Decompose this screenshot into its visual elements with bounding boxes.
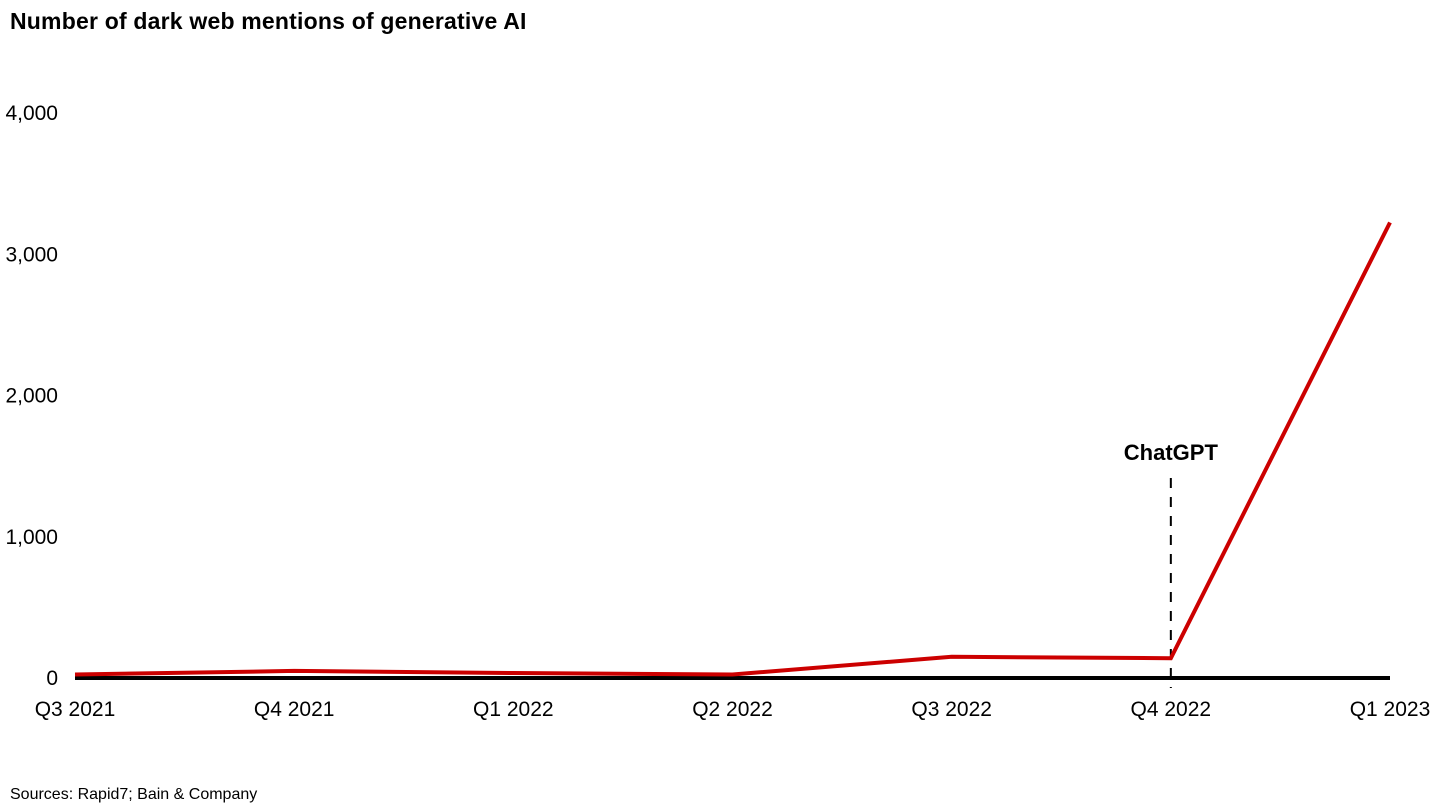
x-tick-label: Q1 2022 bbox=[473, 698, 554, 721]
x-tick-label: Q3 2021 bbox=[35, 698, 116, 721]
y-tick-label: 3,000 bbox=[5, 243, 58, 266]
chatgpt-annotation-label: ChatGPT bbox=[1124, 440, 1219, 465]
x-tick-label: Q1 2023 bbox=[1350, 698, 1431, 721]
y-tick-label: 4,000 bbox=[5, 102, 58, 125]
x-tick-label: Q3 2022 bbox=[911, 698, 992, 721]
x-tick-label: Q4 2022 bbox=[1131, 698, 1212, 721]
x-tick-label: Q4 2021 bbox=[254, 698, 335, 721]
y-tick-label: 0 bbox=[46, 667, 58, 690]
source-note: Sources: Rapid7; Bain & Company bbox=[10, 786, 258, 803]
x-tick-label: Q2 2022 bbox=[692, 698, 773, 721]
y-tick-label: 1,000 bbox=[5, 526, 58, 549]
y-tick-label: 2,000 bbox=[5, 385, 58, 408]
chart-title: Number of dark web mentions of generativ… bbox=[10, 8, 527, 34]
series-line bbox=[74, 221, 1392, 677]
